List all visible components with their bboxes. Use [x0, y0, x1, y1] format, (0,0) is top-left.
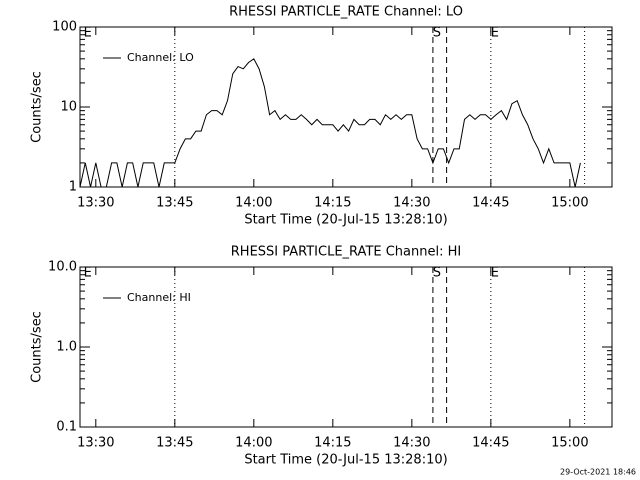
y-tick-label: 0.1 [56, 420, 77, 435]
y-tick-label: 10.0 [48, 260, 77, 275]
legend-label: Channel: LO [127, 51, 194, 64]
x-tick-label: 13:45 [156, 436, 193, 451]
event-label: E [84, 26, 92, 41]
x-tick-label: 14:30 [393, 436, 430, 451]
event-label: S [433, 26, 441, 41]
data-line [79, 58, 581, 188]
x-tick-label: 13:30 [77, 436, 114, 451]
x-tick-label: 14:45 [472, 196, 509, 211]
y-tick-label: 1.0 [56, 340, 77, 355]
x-tick-label: 15:00 [551, 196, 588, 211]
x-tick-label: 14:00 [235, 436, 272, 451]
x-axis-label: Start Time (20-Jul-15 13:28:10) [244, 213, 447, 228]
x-tick-label: 15:00 [551, 436, 588, 451]
x-tick-label: 14:45 [472, 436, 509, 451]
x-tick-label: 14:30 [393, 196, 430, 211]
y-axis-label: Counts/sec [30, 71, 45, 143]
x-tick-label: 14:00 [235, 196, 272, 211]
event-label: E [84, 266, 92, 281]
x-tick-label: 14:15 [314, 436, 351, 451]
y-tick-label: 100 [52, 20, 77, 35]
event-label: E [491, 26, 499, 41]
x-tick-label: 13:45 [156, 196, 193, 211]
event-label: E [491, 266, 499, 281]
legend-label: Channel: HI [127, 291, 191, 304]
y-axis-label: Counts/sec [30, 311, 45, 383]
x-axis-label: Start Time (20-Jul-15 13:28:10) [244, 453, 447, 468]
y-tick-label: 10 [60, 100, 77, 115]
footer: 29-Oct-2021 18:46 [560, 468, 636, 477]
x-tick-label: 13:30 [77, 196, 114, 211]
chart-title: RHESSI PARTICLE_RATE Channel: HI [231, 245, 461, 260]
x-tick-label: 14:15 [314, 196, 351, 211]
y-tick-label: 1 [69, 180, 77, 195]
event-label: S [433, 266, 441, 281]
chart-title: RHESSI PARTICLE_RATE Channel: LO [229, 5, 463, 20]
